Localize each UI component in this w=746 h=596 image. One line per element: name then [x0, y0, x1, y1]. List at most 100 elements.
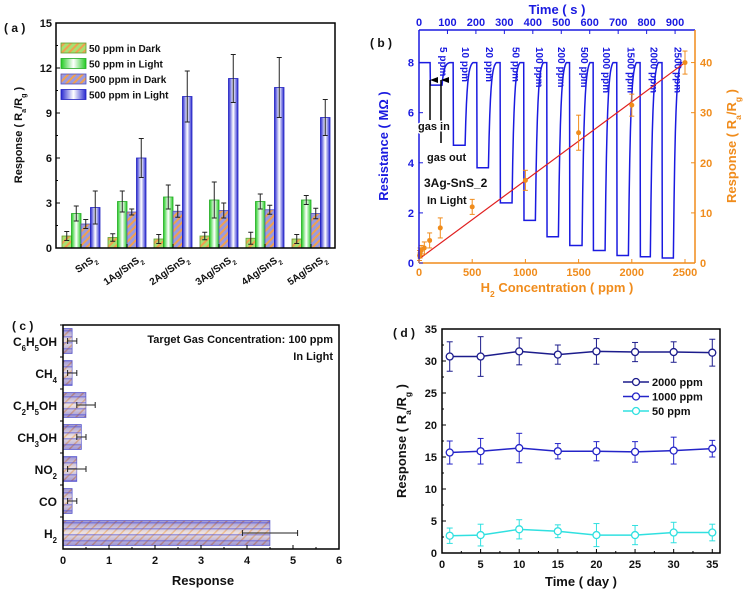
x-tick-label: 15 [552, 559, 564, 571]
data-point [476, 530, 485, 540]
y-tick-label: CH3OH [17, 431, 57, 449]
y-tick-label: 2 [408, 208, 414, 220]
legend-marker [631, 392, 641, 401]
x-tick-label: 3Ag/SnS2 [194, 253, 239, 290]
sample-label: 3Ag-SnS_2 [424, 176, 488, 190]
panel-c-selectivity-bar-chart: C6H5OH CH4 C2H5OH CH3OH NO2 CO H20 1 2 3 4 5 6 Respon… [12, 319, 342, 588]
x-tick-label: 1Ag/SnS2 [102, 253, 147, 290]
y-tick-label: 0 [408, 258, 414, 270]
data-point [708, 528, 717, 537]
x-tick-label: 1 [106, 555, 112, 567]
y-tick-label: 4 [408, 158, 415, 170]
x-tick-label: SnS2 [74, 253, 101, 278]
x-tick-label: 1500 [566, 267, 590, 279]
gas-out-label: gas out [427, 152, 466, 164]
panel-label: ( a ) [4, 21, 25, 35]
y-tick-label: CH4 [35, 367, 57, 385]
x-top-tick-label: 700 [609, 17, 627, 29]
response-point [682, 60, 688, 66]
step-label: 50 ppm [509, 47, 520, 82]
bar-2-4 [264, 209, 275, 249]
annotation-light: In Light [293, 351, 333, 363]
x-top-tick-label: 900 [666, 17, 684, 29]
y-tick-label: 6 [408, 108, 414, 120]
series-line-0 [449, 350, 713, 358]
y-right-tick-label: 10 [700, 208, 712, 220]
legend-label: 500 ppm in Light [89, 91, 169, 102]
gas-in-label: gas in [418, 121, 450, 133]
legend-label: 2000 ppm [652, 377, 703, 389]
data-point [630, 347, 640, 357]
data-point [708, 348, 717, 357]
panel-d-stability-chart: 2000 ppm 1000 ppm 50 ppm 0 5 10 15 20 25 30 35 0 5 10… [393, 324, 721, 589]
panel-a-bar-chart: SnS2 1Ag/SnS2 2Ag/SnS2 3Ag/SnS2 4Ag/SnS2 5Ag/… [4, 18, 336, 290]
step-label: 1000 ppm [600, 47, 611, 93]
legend-swatch [60, 58, 87, 69]
x-top-tick-label: 800 [637, 17, 655, 29]
response-point [469, 204, 475, 210]
x-tick-label: 2Ag/SnS2 [148, 253, 193, 290]
annotation-concentration: Target Gas Concentration: 100 ppm [147, 334, 333, 346]
x-axis-label: Response [172, 573, 234, 588]
step-label: 10 ppm [459, 47, 470, 82]
data-point [630, 447, 640, 457]
y-tick-label: 3 [46, 198, 52, 210]
legend-label: 500 ppm in Dark [89, 75, 167, 86]
x-tick-label: 5 [478, 559, 484, 571]
y-tick-label: 0 [46, 243, 52, 255]
x-tick-label: 500 [463, 267, 481, 279]
x-tick-label: 0 [60, 555, 66, 567]
legend-swatch [60, 42, 87, 54]
y-tick-label: 8 [408, 58, 414, 70]
data-point [553, 447, 562, 456]
step-label: 20 ppm [483, 47, 494, 82]
x-tick-label: 4 [244, 555, 251, 567]
y-axis-label: Resistance ( MΩ ) [376, 91, 391, 200]
data-point [476, 352, 485, 361]
x-tick-label: 30 [668, 559, 680, 571]
x-tick-label: 1000 [513, 267, 537, 279]
step-label: 200 ppm [555, 47, 566, 88]
plot-frame [441, 328, 721, 554]
data-point [476, 447, 485, 456]
y-tick-label: 0 [431, 548, 437, 560]
x-top-tick-label: 400 [524, 17, 542, 29]
legend-label: 50 ppm in Dark [89, 44, 161, 55]
bar-stripes [63, 392, 86, 418]
y-tick-label: 5 [431, 516, 437, 528]
x-tick-label: 4Ag/SnS2 [240, 253, 285, 290]
legend-marker [631, 406, 641, 416]
bar-stripes [63, 424, 82, 450]
resistance-curve [419, 61, 683, 259]
data-point [445, 352, 454, 361]
y-tick-label: CO [39, 495, 57, 509]
series-line-2 [449, 528, 713, 537]
x-tick-label: 35 [706, 559, 718, 571]
response-point [421, 245, 427, 251]
response-point [437, 225, 443, 231]
y-right-tick-label: 30 [700, 108, 712, 120]
data-point [445, 531, 454, 540]
bar-stripes [63, 520, 270, 546]
x-top-tick-label: 0 [416, 17, 422, 29]
legend-label: 1000 ppm [652, 392, 703, 404]
data-point [669, 347, 678, 357]
y-tick-label: NO2 [35, 463, 58, 481]
bar-3-5 [320, 117, 331, 249]
y-right-tick-label: 40 [700, 58, 712, 70]
response-point [427, 237, 433, 243]
y-tick-label: 15 [40, 18, 52, 30]
x-tick-label: 5 [290, 555, 296, 567]
x-top-tick-label: 100 [438, 17, 456, 29]
bar-2-1 [126, 211, 137, 249]
data-point [630, 530, 640, 540]
panel-b-resistance-response-chart: 5 ppm 10 ppm 20 ppm 50 ppm 100 ppm 200 ppm 500… [370, 2, 743, 299]
y-tick-label: 15 [425, 452, 437, 464]
data-point [553, 350, 562, 359]
y-tick-label: 10 [425, 484, 437, 496]
y-axis-label: Response ( Ra/Rg ) [394, 384, 413, 498]
y-tick-label: H2 [44, 527, 58, 545]
step-label: 500 ppm [578, 47, 589, 88]
x-top-tick-label: 300 [495, 17, 513, 29]
